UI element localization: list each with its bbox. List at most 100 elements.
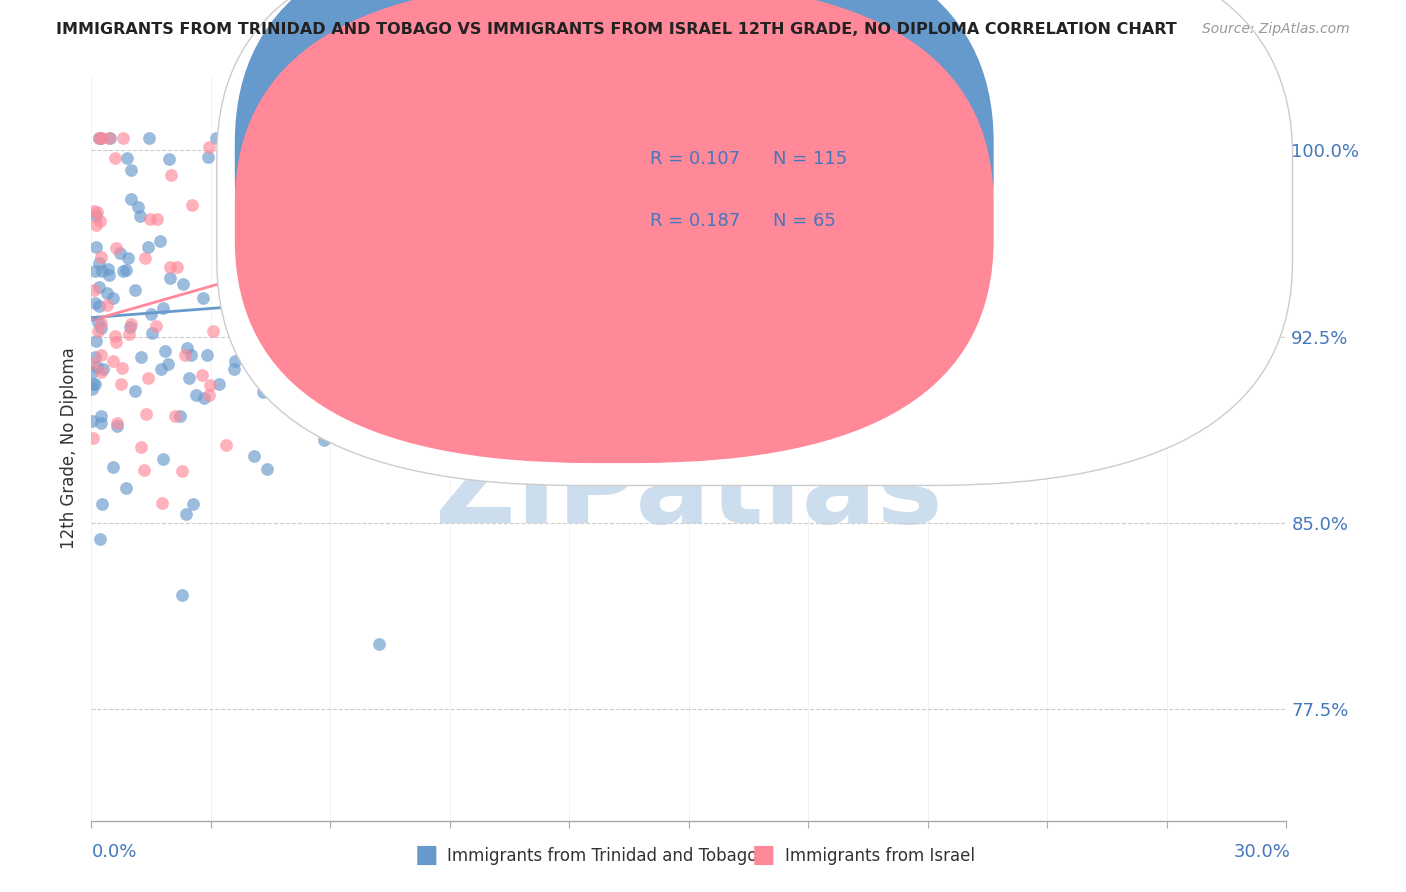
Point <box>83 350 105 364</box>
Point <box>86 204 108 219</box>
Point <box>215 438 238 452</box>
Text: 30.0%: 30.0% <box>1234 843 1291 861</box>
Point <box>120 162 142 177</box>
Point <box>87 131 110 145</box>
Point <box>605 131 627 145</box>
Point <box>464 171 486 186</box>
Point <box>90 250 112 264</box>
Point <box>832 219 855 234</box>
Point <box>124 283 146 297</box>
Point <box>132 463 155 477</box>
Point <box>87 256 110 270</box>
Point <box>157 152 180 166</box>
Y-axis label: 12th Grade, No Diploma: 12th Grade, No Diploma <box>59 347 77 549</box>
Point <box>105 334 128 349</box>
Point <box>84 209 107 223</box>
Point <box>89 214 111 228</box>
Point <box>156 357 179 371</box>
Text: Immigrants from Trinidad and Tobago: Immigrants from Trinidad and Tobago <box>447 847 758 865</box>
Point <box>502 131 524 145</box>
Point <box>104 242 127 256</box>
Point <box>773 283 796 297</box>
Point <box>128 209 150 223</box>
Point <box>90 348 112 362</box>
Point <box>93 361 115 376</box>
Point <box>120 192 142 206</box>
Point <box>90 316 112 330</box>
Point <box>80 364 103 378</box>
Text: R = 0.107: R = 0.107 <box>650 150 740 169</box>
Point <box>97 261 120 276</box>
Point <box>416 156 439 170</box>
Point <box>136 240 159 254</box>
Point <box>1014 272 1036 286</box>
Point <box>101 354 124 368</box>
Point <box>256 462 278 476</box>
Point <box>517 131 540 145</box>
Point <box>89 409 111 423</box>
Point <box>86 240 108 254</box>
Point <box>90 131 112 145</box>
Point <box>136 371 159 385</box>
Point <box>110 245 132 260</box>
Point <box>82 356 104 370</box>
Point <box>380 186 402 201</box>
Point <box>243 449 266 463</box>
Point <box>214 147 236 161</box>
Text: 0.0%: 0.0% <box>91 843 136 861</box>
Point <box>90 416 112 430</box>
Point <box>139 307 162 321</box>
Point <box>138 212 160 227</box>
Point <box>82 376 104 391</box>
Point <box>180 348 202 362</box>
Point <box>86 359 108 374</box>
Point <box>86 314 108 328</box>
Point <box>825 334 848 349</box>
Point <box>228 322 250 336</box>
Point <box>254 245 277 260</box>
Point <box>756 263 779 277</box>
Point <box>172 277 194 291</box>
Point <box>183 497 205 511</box>
Point <box>166 260 188 274</box>
Point <box>561 274 583 288</box>
Point <box>124 384 146 398</box>
Point <box>90 497 112 511</box>
Point <box>174 507 197 521</box>
Point <box>105 417 128 431</box>
Point <box>228 237 250 252</box>
Point <box>160 169 183 183</box>
Point <box>512 159 534 173</box>
Point <box>748 215 770 229</box>
Text: ■: ■ <box>752 843 776 867</box>
Point <box>218 205 240 219</box>
Point <box>150 496 173 510</box>
Point <box>250 131 273 145</box>
Point <box>1073 396 1095 410</box>
Point <box>232 255 254 269</box>
Point <box>153 343 176 358</box>
Point <box>90 264 112 278</box>
Point <box>146 212 169 227</box>
Point <box>224 353 246 368</box>
Point <box>145 318 167 333</box>
Point <box>138 131 160 145</box>
Point <box>83 203 105 218</box>
Point <box>114 481 136 495</box>
Point <box>141 326 163 340</box>
Point <box>87 324 110 338</box>
Point <box>312 434 335 448</box>
Point <box>170 464 193 478</box>
Point <box>292 275 315 289</box>
Point <box>134 251 156 265</box>
Point <box>150 362 173 376</box>
Point <box>97 131 120 145</box>
FancyBboxPatch shape <box>217 0 1292 485</box>
Text: ■: ■ <box>415 843 439 867</box>
Point <box>80 382 103 396</box>
Point <box>84 296 107 310</box>
Point <box>84 377 107 392</box>
Point <box>626 361 648 376</box>
Point <box>110 376 132 391</box>
Point <box>197 150 219 164</box>
